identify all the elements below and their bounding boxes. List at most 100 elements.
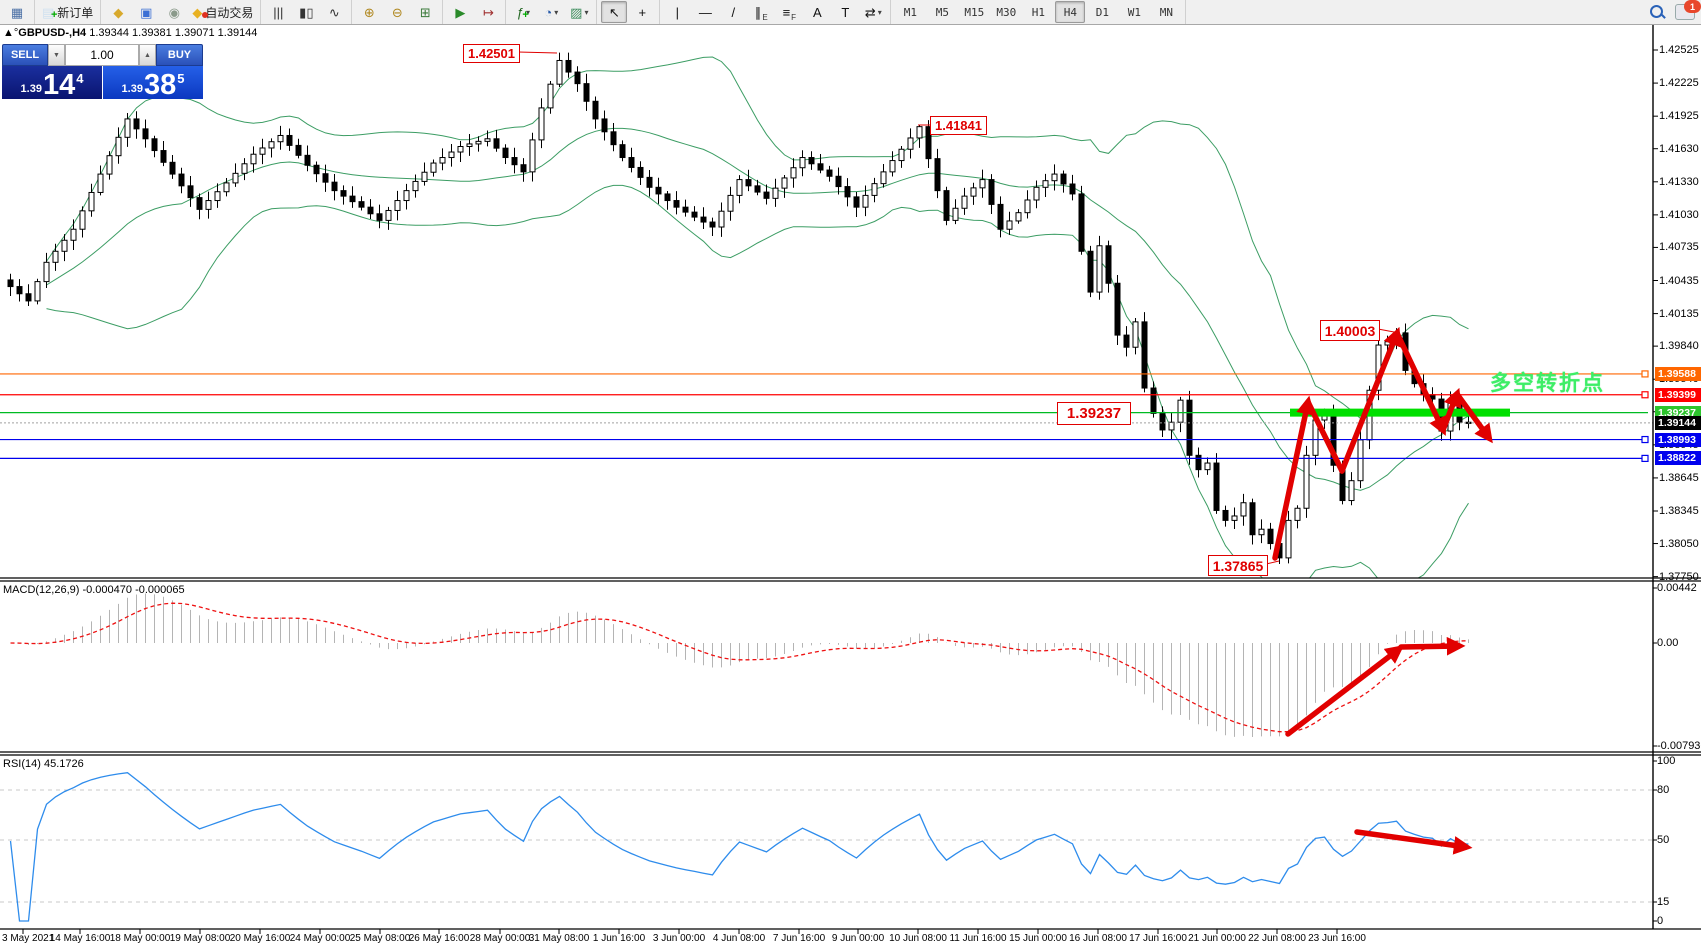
candle-bull (1357, 439, 1364, 482)
candle-bear (691, 211, 698, 218)
candle-bull (547, 83, 554, 109)
rsi-indicator-label: RSI(14) 45.1726 (3, 758, 84, 770)
candle-bear (178, 173, 185, 187)
auto-trading-button-label: 自动交易 (205, 5, 254, 20)
auto-scroll-button[interactable]: ▶ (447, 1, 474, 23)
sell-price-main: 14 (42, 69, 76, 101)
time-axis-label: 10 Jun 08:00 (889, 933, 947, 944)
fibonacci-tool[interactable]: ≡ F (776, 1, 803, 23)
annotation-price-box[interactable]: 1.40003 (1320, 320, 1380, 341)
toolbar-group: ▶ ↦ (443, 0, 507, 24)
candle-bull (106, 155, 113, 175)
timeframe-h4[interactable]: H4 (1055, 1, 1086, 23)
timeframe-h1[interactable]: H1 (1023, 1, 1054, 23)
new-order-button[interactable]: ▤ + 新订单 (39, 1, 97, 23)
auto-trading-button[interactable]: ◆ 自动交易 (189, 1, 257, 23)
time-axis-label: 17 Jun 16:00 (1129, 933, 1187, 944)
timeframe-m1[interactable]: M1 (895, 1, 926, 23)
price-axis-label: 1.40135 (1659, 307, 1699, 320)
sell-button[interactable]: SELL (2, 44, 48, 66)
sell-price-display[interactable]: 1.39 14 4 (2, 66, 102, 101)
zoom-in-button[interactable]: ⊕ (356, 1, 383, 23)
buy-price-main: 38 (143, 69, 177, 101)
time-axis-label: 11 Jun 16:00 (949, 933, 1007, 944)
candle-bull (790, 167, 797, 179)
buy-price-display[interactable]: 1.39 38 5 (103, 66, 203, 101)
line-chart-type-button[interactable]: ∿ (321, 1, 348, 23)
candle-bull (448, 151, 455, 159)
candle-bear (376, 213, 383, 221)
chart-shift-button[interactable]: ↦ (475, 1, 502, 23)
timeframe-m30[interactable]: M30 (991, 1, 1022, 23)
history-center-icon-glyph: ◆ (113, 4, 124, 20)
annotation-price-box[interactable]: 1.39237 (1057, 402, 1131, 425)
rsi-scale-label: 15 (1657, 896, 1670, 908)
zoom-out-button[interactable]: ⊖ (384, 1, 411, 23)
text-label-tool[interactable]: T (832, 1, 859, 23)
candle-bear (331, 181, 338, 192)
signal-icon[interactable]: ◉ (161, 1, 188, 23)
chat-icon[interactable]: 1 (1675, 0, 1701, 20)
candle-bear (628, 157, 635, 168)
candle-bear (340, 190, 347, 197)
bar-chart-type-glyph: ||| (273, 4, 284, 20)
history-center-icon[interactable]: ◆ (105, 1, 132, 23)
candle-bear (997, 203, 1004, 230)
candlestick-type-button[interactable]: ▮▯ (293, 1, 320, 23)
tile-windows-button[interactable]: ⊞ (412, 1, 439, 23)
level-endpoint-marker[interactable] (1641, 370, 1649, 378)
candle-bull (916, 126, 923, 139)
vertical-line-tool[interactable]: | (664, 1, 691, 23)
annotation-price-box[interactable]: 1.42501 (463, 44, 520, 63)
cursor-tool-button[interactable]: ↖ (601, 1, 628, 23)
level-endpoint-marker[interactable] (1641, 391, 1649, 399)
timeframe-m5[interactable]: M5 (927, 1, 958, 23)
level-endpoint-marker[interactable] (1641, 435, 1649, 444)
price-path-arrow (1454, 391, 1493, 444)
annotation-price-box[interactable]: 1.37865 (1208, 555, 1268, 576)
volume-increase-button[interactable]: ▲ (139, 44, 156, 66)
sell-price-pip: 4 (76, 71, 84, 86)
timeframe-d1[interactable]: D1 (1087, 1, 1118, 23)
volume-decrease-button[interactable]: ▼ (48, 44, 65, 66)
crosshair-tool-button[interactable]: + (629, 1, 656, 23)
time-axis-label: 7 Jun 16:00 (772, 933, 826, 944)
toolbar-group: ⊕ ⊖ ⊞ (352, 0, 444, 24)
text-tool[interactable]: A (804, 1, 831, 23)
candle-bull (70, 228, 77, 241)
vertical-line-tool-glyph: | (675, 4, 680, 20)
chart-window-icon[interactable]: ▦ (4, 1, 30, 23)
add-indicator-button[interactable]: ƒ + ▾ (510, 1, 537, 23)
bar-chart-type-button[interactable]: ||| (265, 1, 292, 23)
level-endpoint-marker[interactable] (1641, 454, 1649, 463)
template-button[interactable]: ▨ ▾ (566, 1, 593, 23)
candle-bull (475, 140, 482, 145)
candle-bear (1087, 250, 1094, 293)
candle-bear (655, 186, 662, 195)
horizontal-line-tool[interactable]: — (692, 1, 719, 23)
trendline-tool[interactable]: / (720, 1, 747, 23)
market-watch-icon[interactable]: ▣ (133, 1, 160, 23)
candle-bear (313, 164, 320, 175)
period-clock-button[interactable]: ◔ ▾ (538, 1, 565, 23)
candle-bear (583, 83, 590, 102)
annotation-price-box[interactable]: 1.41841 (930, 116, 987, 135)
buy-button[interactable]: BUY (156, 44, 203, 66)
buy-price-prefix: 1.39 (121, 83, 143, 95)
add-indicator-glyph: ƒ (516, 4, 524, 20)
volume-input[interactable]: 1.00 (65, 44, 139, 66)
equidistant-channel-tool[interactable]: ∥ E (748, 1, 775, 23)
candlestick-type-glyph: ▮▯ (299, 4, 314, 20)
candle-bear (601, 118, 608, 133)
timeframe-mn[interactable]: MN (1151, 1, 1182, 23)
timeframe-w1[interactable]: W1 (1119, 1, 1150, 23)
time-axis-label: 22 Jun 08:00 (1248, 933, 1306, 944)
price-path-arrow (1305, 399, 1345, 474)
arrows-tool[interactable]: ⇄ ▾ (860, 1, 887, 23)
candle-bull (484, 138, 491, 142)
timeframe-m15[interactable]: M15 (959, 1, 990, 23)
candle-bear (151, 138, 158, 152)
search-icon[interactable] (1649, 4, 1666, 20)
